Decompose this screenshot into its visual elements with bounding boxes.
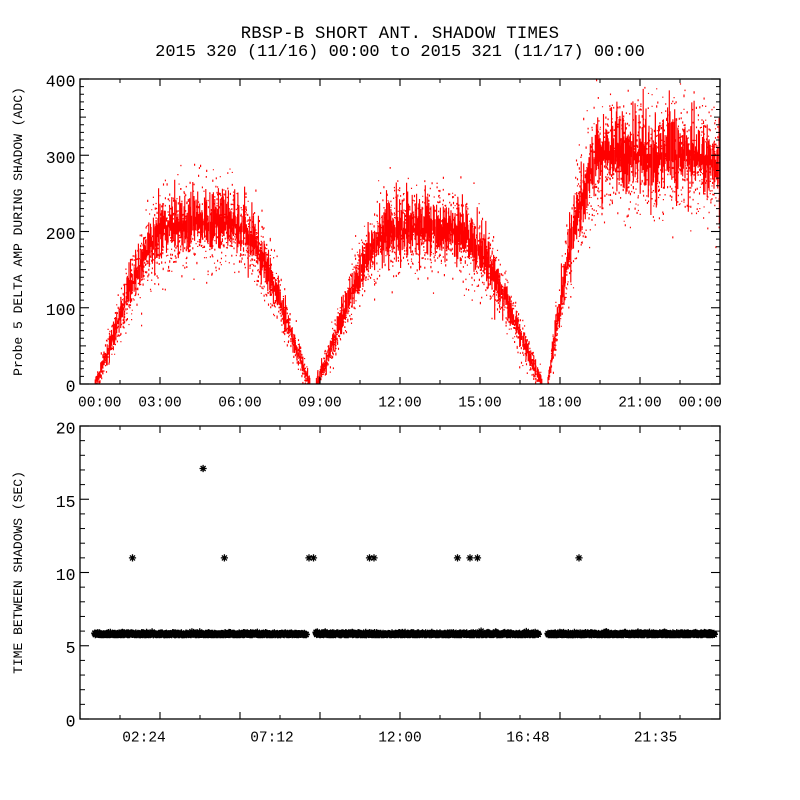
svg-text:09:00: 09:00: [298, 396, 342, 412]
svg-text:06:00: 06:00: [218, 396, 262, 412]
svg-text:00:00: 00:00: [78, 396, 122, 412]
svg-text:12:00: 12:00: [378, 731, 422, 747]
svg-text:02:24: 02:24: [122, 731, 166, 747]
svg-text:100: 100: [46, 301, 76, 320]
svg-text:20: 20: [56, 420, 76, 439]
svg-text:RBSP-B SHORT ANT. SHADOW TIMES: RBSP-B SHORT ANT. SHADOW TIMES: [241, 25, 560, 44]
svg-text:Probe 5 DELTA AMP DURING SHADO: Probe 5 DELTA AMP DURING SHADOW (ADC): [11, 87, 26, 376]
svg-text:400: 400: [46, 73, 76, 92]
svg-text:15: 15: [56, 493, 76, 512]
svg-text:200: 200: [46, 225, 76, 244]
svg-text:0: 0: [66, 713, 76, 732]
svg-text:15:00: 15:00: [458, 396, 502, 412]
svg-text:00:00: 00:00: [678, 396, 722, 412]
svg-text:2015 320 (11/16) 00:00 to 2015: 2015 320 (11/16) 00:00 to 2015 321 (11/1…: [155, 43, 645, 62]
svg-text:300: 300: [46, 149, 76, 168]
svg-text:10: 10: [56, 566, 76, 585]
svg-text:21:35: 21:35: [634, 731, 678, 747]
svg-text:07:12: 07:12: [250, 731, 294, 747]
svg-text:21:00: 21:00: [618, 396, 662, 412]
svg-text:5: 5: [66, 639, 76, 658]
svg-text:0: 0: [66, 378, 76, 397]
svg-text:18:00: 18:00: [538, 396, 582, 412]
svg-text:03:00: 03:00: [138, 396, 182, 412]
svg-text:12:00: 12:00: [378, 396, 422, 412]
svg-text:TIME BETWEEN SHADOWS (SEC): TIME BETWEEN SHADOWS (SEC): [11, 471, 26, 674]
svg-text:16:48: 16:48: [506, 731, 550, 747]
